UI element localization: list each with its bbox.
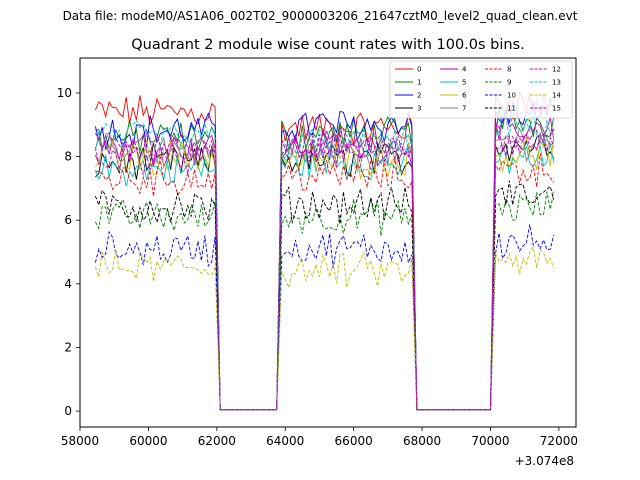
- series-line-5: [94, 142, 555, 411]
- y-tick-label: 0: [64, 404, 72, 418]
- series-line-6: [95, 136, 555, 411]
- x-tick-label: 72000: [540, 434, 578, 448]
- legend-label: 10: [507, 92, 516, 100]
- y-tick-label: 2: [64, 340, 72, 354]
- series-line-11: [94, 180, 555, 411]
- series-line-10: [94, 224, 555, 411]
- legend-label: 8: [507, 66, 511, 74]
- legend-label: 7: [462, 105, 466, 113]
- series-line-12: [94, 130, 555, 411]
- legend-label: 15: [552, 105, 561, 113]
- series-line-15: [94, 123, 555, 411]
- series-line-2: [94, 97, 555, 411]
- chart-title: Quadrant 2 module wise count rates with …: [131, 37, 525, 53]
- series-line-8: [95, 153, 555, 411]
- x-tick-label: 70000: [471, 434, 509, 448]
- legend-box: [389, 60, 573, 119]
- plot-area: [94, 90, 555, 411]
- legend-label: 3: [417, 105, 421, 113]
- legend-label: 1: [417, 79, 421, 87]
- x-tick-label: 66000: [335, 434, 373, 448]
- legend-label: 12: [552, 66, 561, 74]
- y-tick-label: 6: [64, 213, 72, 227]
- series-line-7: [94, 127, 555, 411]
- legend-label: 6: [462, 92, 467, 100]
- legend-label: 9: [507, 79, 511, 87]
- legend-label: 0: [417, 66, 421, 74]
- legend-label: 11: [507, 105, 516, 113]
- axes: 58000 60000 62000 64000 66000 68000 70000 72000…: [57, 57, 578, 448]
- x-tick-label: 58000: [61, 434, 99, 448]
- legend-label: 5: [462, 79, 466, 87]
- legend-label: 2: [417, 92, 421, 100]
- series-line-9: [95, 191, 555, 411]
- legend-label: 4: [462, 66, 467, 74]
- y-tick-label: 10: [57, 86, 72, 100]
- x-tick-label: 64000: [266, 434, 304, 448]
- x-tick-label: 68000: [403, 434, 441, 448]
- x-tick-label: 60000: [129, 434, 167, 448]
- legend-label: 14: [552, 92, 561, 100]
- y-tick-label: 4: [64, 277, 72, 291]
- y-tick-label: 8: [64, 150, 72, 164]
- axes-frame: [79, 57, 577, 428]
- legend-label: 13: [552, 79, 561, 87]
- x-tick-label: 62000: [198, 434, 236, 448]
- x-offset-label: +3.074e8: [515, 454, 574, 468]
- series-line-14: [94, 245, 555, 411]
- series-line-13: [94, 108, 555, 411]
- suptitle: Data file: modeM0/AS1A06_002T02_90000032…: [63, 9, 578, 23]
